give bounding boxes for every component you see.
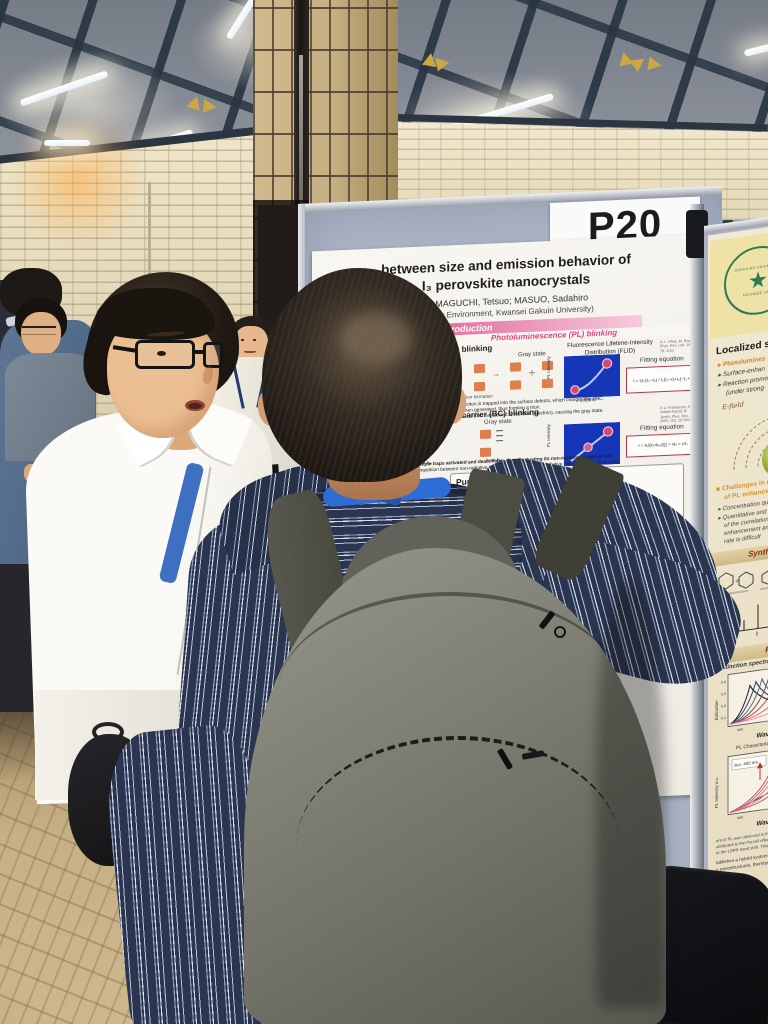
glasses-lens-right	[203, 342, 223, 368]
svg-text:400: 400	[737, 816, 743, 821]
svg-text:Wavelength (nm): Wavelength (nm)	[756, 813, 768, 827]
svg-text:PL Intensity a.u.: PL Intensity a.u.	[714, 777, 719, 809]
right-poster-paper: HOKKAIDO UNIVERSITY FOUNDED 1876 Localiz…	[708, 215, 768, 942]
face	[234, 326, 268, 362]
ceiling-ornament	[202, 98, 218, 115]
svg-text:0.1: 0.1	[721, 716, 726, 721]
wall-lamp-glow	[8, 110, 148, 250]
glasses-icon	[22, 326, 56, 335]
wall-lamp	[44, 140, 90, 146]
svg-text:0.2: 0.2	[721, 704, 726, 709]
glasses-bridge	[195, 350, 204, 354]
extinction-chart: 0.4 0.3 0.2 0.1 400 600 800	[714, 658, 768, 740]
ceiling-ornament	[647, 56, 663, 73]
zipper-ring-icon	[554, 626, 566, 638]
seal-star-icon	[749, 270, 767, 291]
svg-text:Wavelength( nm): Wavelength( nm)	[756, 725, 768, 739]
frame-hinge-top	[686, 210, 708, 258]
glasses-icon	[112, 340, 225, 372]
seal-top-text: HOKKAIDO UNIVERSITY	[734, 262, 768, 273]
backpack-zipper-front	[296, 736, 620, 956]
seal-bottom-text: FOUNDED 1876	[742, 289, 768, 298]
svg-text:+: +	[735, 578, 739, 586]
bag-strap-loop	[92, 722, 124, 742]
eye	[253, 339, 256, 341]
backpack-side-shadow	[596, 578, 666, 1008]
hair-crown-thin-patch	[340, 312, 412, 364]
hair-texture	[262, 268, 462, 482]
face	[21, 312, 61, 356]
head-hair	[262, 268, 462, 482]
hair-overlap	[95, 288, 215, 340]
ceiling-ornament	[435, 55, 451, 72]
svg-text:0.4: 0.4	[721, 680, 726, 685]
mouth-inner	[188, 403, 202, 409]
flid-chart-bc	[564, 421, 620, 467]
svg-text:Extinction: Extinction	[714, 700, 719, 721]
svg-text:0.3: 0.3	[721, 692, 726, 697]
mouth-open	[185, 400, 205, 411]
poster-board-right: HOKKAIDO UNIVERSITY FOUNDED 1876 Localiz…	[704, 204, 768, 966]
backpack-seam-top	[278, 592, 622, 792]
person-striped-back	[100, 260, 753, 1024]
smile	[244, 351, 256, 353]
synthesis-header-text: Synthesis and S	[748, 541, 768, 559]
glasses-temple	[112, 345, 138, 353]
eye	[241, 339, 244, 341]
eye	[157, 351, 166, 356]
person-foreground-speaker	[23, 270, 284, 1024]
flid-chart-auger	[564, 353, 620, 399]
column-seam-metal	[299, 55, 303, 205]
university-seal: HOKKAIDO UNIVERSITY FOUNDED 1876	[724, 241, 768, 320]
wall-conduit-pipe	[148, 182, 151, 332]
svg-text:λex: 400 nm: λex: 400 nm	[734, 759, 758, 767]
pl-chart: λex: 400 nm	[714, 740, 768, 828]
efield-sphere-diagram	[733, 414, 768, 478]
svg-text:400: 400	[737, 728, 743, 733]
glasses-lens-left	[135, 340, 195, 369]
